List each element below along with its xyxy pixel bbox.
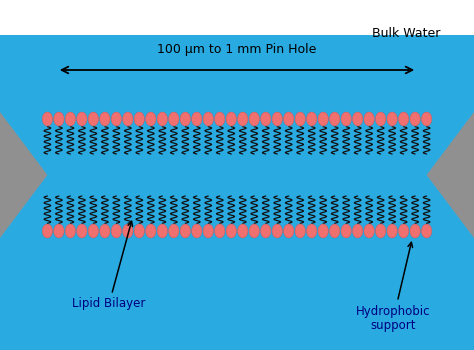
Ellipse shape bbox=[353, 224, 363, 238]
Ellipse shape bbox=[134, 112, 145, 126]
Ellipse shape bbox=[364, 224, 374, 238]
Ellipse shape bbox=[318, 112, 328, 126]
Ellipse shape bbox=[249, 112, 259, 126]
Ellipse shape bbox=[65, 224, 75, 238]
Ellipse shape bbox=[387, 112, 397, 126]
Ellipse shape bbox=[100, 224, 110, 238]
Ellipse shape bbox=[111, 112, 121, 126]
Ellipse shape bbox=[77, 112, 87, 126]
Ellipse shape bbox=[226, 224, 237, 238]
Ellipse shape bbox=[307, 112, 317, 126]
Ellipse shape bbox=[146, 112, 156, 126]
Ellipse shape bbox=[203, 112, 213, 126]
Ellipse shape bbox=[307, 224, 317, 238]
Ellipse shape bbox=[353, 112, 363, 126]
Ellipse shape bbox=[191, 112, 202, 126]
Polygon shape bbox=[0, 112, 47, 238]
Ellipse shape bbox=[77, 224, 87, 238]
Ellipse shape bbox=[329, 112, 340, 126]
Ellipse shape bbox=[261, 112, 271, 126]
Ellipse shape bbox=[399, 224, 409, 238]
Ellipse shape bbox=[249, 224, 259, 238]
Text: Bulk Water: Bulk Water bbox=[373, 27, 441, 40]
Ellipse shape bbox=[410, 224, 420, 238]
Ellipse shape bbox=[272, 112, 283, 126]
Polygon shape bbox=[427, 112, 474, 238]
Ellipse shape bbox=[169, 112, 179, 126]
Ellipse shape bbox=[341, 224, 351, 238]
Ellipse shape bbox=[134, 224, 145, 238]
Ellipse shape bbox=[387, 224, 397, 238]
Ellipse shape bbox=[88, 224, 99, 238]
Ellipse shape bbox=[88, 112, 99, 126]
Ellipse shape bbox=[364, 112, 374, 126]
Text: Hydrophobic
support: Hydrophobic support bbox=[356, 242, 431, 332]
Ellipse shape bbox=[191, 224, 202, 238]
Ellipse shape bbox=[226, 112, 237, 126]
Ellipse shape bbox=[295, 112, 305, 126]
Ellipse shape bbox=[421, 224, 432, 238]
Ellipse shape bbox=[283, 112, 294, 126]
Ellipse shape bbox=[237, 112, 248, 126]
Ellipse shape bbox=[203, 224, 213, 238]
Ellipse shape bbox=[65, 112, 75, 126]
Text: 100 μm to 1 mm Pin Hole: 100 μm to 1 mm Pin Hole bbox=[157, 43, 317, 56]
Ellipse shape bbox=[123, 224, 133, 238]
Ellipse shape bbox=[111, 224, 121, 238]
Ellipse shape bbox=[146, 224, 156, 238]
Ellipse shape bbox=[399, 112, 409, 126]
Ellipse shape bbox=[410, 112, 420, 126]
Ellipse shape bbox=[42, 224, 53, 238]
Ellipse shape bbox=[341, 112, 351, 126]
Ellipse shape bbox=[421, 112, 432, 126]
Ellipse shape bbox=[100, 112, 110, 126]
Text: Lipid Bilayer: Lipid Bilayer bbox=[73, 221, 146, 310]
Ellipse shape bbox=[215, 112, 225, 126]
Ellipse shape bbox=[272, 224, 283, 238]
Ellipse shape bbox=[54, 112, 64, 126]
Ellipse shape bbox=[169, 224, 179, 238]
Ellipse shape bbox=[215, 224, 225, 238]
Ellipse shape bbox=[180, 112, 191, 126]
Ellipse shape bbox=[329, 224, 340, 238]
Ellipse shape bbox=[157, 224, 167, 238]
Ellipse shape bbox=[180, 224, 191, 238]
Ellipse shape bbox=[295, 224, 305, 238]
Ellipse shape bbox=[318, 224, 328, 238]
Ellipse shape bbox=[157, 112, 167, 126]
Ellipse shape bbox=[375, 224, 386, 238]
Ellipse shape bbox=[261, 224, 271, 238]
Bar bbox=[0, 0, 474, 35]
Ellipse shape bbox=[375, 112, 386, 126]
Ellipse shape bbox=[283, 224, 294, 238]
Ellipse shape bbox=[54, 224, 64, 238]
Ellipse shape bbox=[237, 224, 248, 238]
Ellipse shape bbox=[42, 112, 53, 126]
Ellipse shape bbox=[123, 112, 133, 126]
